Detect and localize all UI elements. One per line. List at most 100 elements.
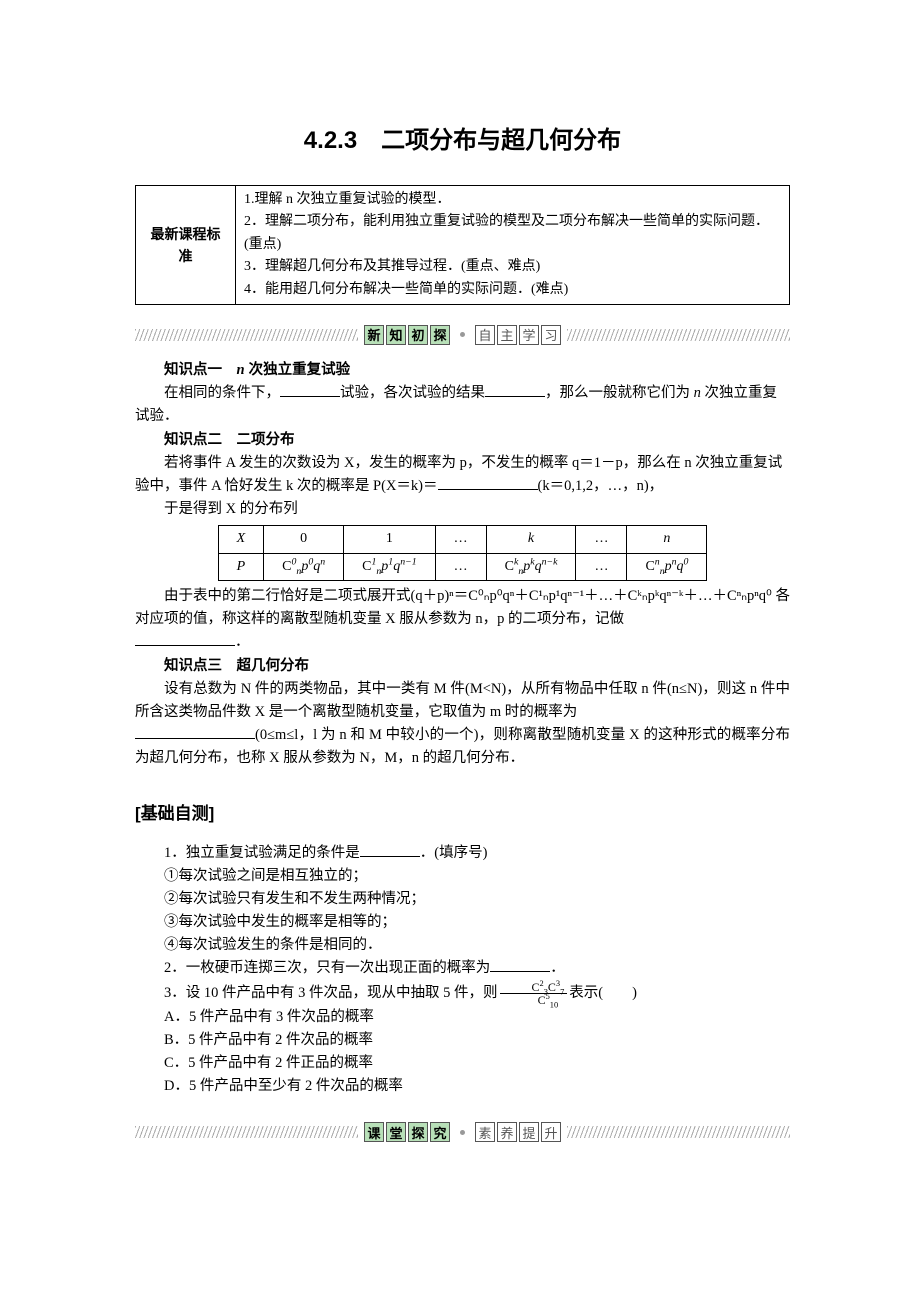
q1-text: 1．独立重复试验满足的条件是	[164, 845, 360, 861]
banner-char: 探	[408, 1122, 428, 1142]
kp1-title-n: n	[237, 362, 245, 378]
kp3-para2: (0≤m≤l，l 为 n 和 M 中较小的一个)，则称离散型随机变量 X 的这种…	[135, 724, 790, 770]
cell: 0	[264, 526, 344, 553]
banner-char: 新	[364, 325, 384, 345]
cell: P	[218, 553, 264, 580]
banner-char: 提	[519, 1122, 539, 1142]
standards-line: 1.理解 n 次独立重复试验的模型．	[244, 189, 781, 211]
kp1-para: 在相同的条件下，试验，各次试验的结果，那么一般就称它们为 n 次独立重复试验．	[135, 382, 790, 428]
fraction: C23C37C510	[500, 981, 568, 1006]
blank-field	[490, 958, 550, 973]
standards-content: 1.理解 n 次独立重复试验的模型． 2．理解二项分布，能利用独立重复试验的模型…	[236, 186, 790, 305]
hatch-decoration	[567, 329, 790, 341]
q3-opt: D．5 件产品中至少有 2 件次品的概率	[135, 1075, 790, 1098]
blank-field	[135, 725, 255, 740]
kp1-title-post: 次独立重复试验	[245, 362, 351, 378]
banner-char: 养	[497, 1122, 517, 1142]
banner-new-knowledge: 新 知 初 探 自 主 学 习	[135, 325, 790, 345]
q1-opt: ②每次试验只有发生和不发生两种情况；	[135, 888, 790, 911]
cell: …	[576, 553, 627, 580]
cell: Cnnpnq0	[627, 553, 707, 580]
banner-char: 自	[475, 325, 495, 345]
standards-label: 最新课程标准	[136, 186, 236, 305]
kp1-text: ，那么一般就称它们为	[545, 385, 694, 401]
cell: …	[435, 553, 486, 580]
cell: X	[218, 526, 264, 553]
cell: Cknpkqn−k	[486, 553, 576, 580]
q3-opt: B．5 件产品中有 2 件次品的概率	[135, 1029, 790, 1052]
blank-field	[280, 383, 340, 398]
q2-text: 2．一枚硬币连掷三次，只有一次出现正面的概率为	[164, 960, 490, 976]
banner-classroom: 课 堂 探 究 素 养 提 升	[135, 1122, 790, 1142]
kp1-text: 在相同的条件下，	[164, 385, 280, 401]
q1-opt: ①每次试验之间是相互独立的；	[135, 865, 790, 888]
cell: …	[576, 526, 627, 553]
kp2-text: 由于表中的第二行恰好是二项式展开式(q＋p)ⁿ＝C⁰ₙp⁰qⁿ＋C¹ₙp¹qⁿ⁻…	[135, 588, 790, 627]
standards-line: 3．理解超几何分布及其推导过程．(重点、难点)	[244, 256, 781, 278]
blank-field	[135, 632, 235, 647]
frac-den: C510	[506, 994, 562, 1006]
kp1-text: 试验，各次试验的结果	[340, 385, 485, 401]
selftest-title: [基础自测]	[135, 799, 790, 824]
table-row: X 0 1 … k … n	[218, 526, 707, 553]
q1-opt: ③每次试验中发生的概率是相等的；	[135, 911, 790, 934]
kp2-para1: 若将事件 A 发生的次数设为 X，发生的概率为 p，不发生的概率 q＝1－p，那…	[135, 452, 790, 498]
kp3-para: 设有总数为 N 件的两类物品，其中一类有 M 件(M<N)，从所有物品中任取 n…	[135, 678, 790, 724]
q3: 3．设 10 件产品中有 3 件次品，现从中抽取 5 件，则C23C37C510…	[135, 981, 790, 1006]
var-n: n	[694, 385, 701, 401]
hatch-decoration	[135, 1126, 358, 1138]
banner-boxes-right: 自 主 学 习	[475, 325, 561, 345]
kp2-heading: 知识点二 二项分布	[135, 429, 790, 452]
kp2-text: ．	[235, 634, 250, 650]
kp2-para3: 由于表中的第二行恰好是二项式展开式(q＋p)ⁿ＝C⁰ₙp⁰qⁿ＋C¹ₙp¹qⁿ⁻…	[135, 585, 790, 631]
banner-char: 学	[519, 325, 539, 345]
body-content: 知识点一 n 次独立重复试验 在相同的条件下， 试验，各次试验的结果 ，那么一般就称…	[135, 359, 790, 771]
q3-opt: A．5 件产品中有 3 件次品的概率	[135, 1006, 790, 1029]
banner-boxes-left: 新 知 初 探	[364, 325, 450, 345]
kp3-heading: 知识点三 超几何分布	[135, 655, 790, 678]
banner-dot	[460, 1130, 465, 1135]
standards-line: 4．能用超几何分布解决一些简单的实际问题．(难点)	[244, 279, 781, 301]
banner-char: 究	[430, 1122, 450, 1142]
kp1-title-pre: 知识点一	[164, 362, 237, 378]
blank-field	[485, 383, 545, 398]
banner-char: 初	[408, 325, 428, 345]
kp1-heading: 知识点一 n 次独立重复试验	[135, 359, 790, 382]
standards-line: 2．理解二项分布，能利用独立重复试验的模型及二项分布解决一些简单的实际问题．(重…	[244, 211, 781, 256]
banner-char: 素	[475, 1122, 495, 1142]
cell: 1	[344, 526, 435, 553]
page-title: 4.2.3 二项分布与超几何分布	[135, 120, 790, 155]
banner-char: 主	[497, 325, 517, 345]
q3-opt: C．5 件产品中有 2 件正品的概率	[135, 1052, 790, 1075]
q3-text-a: 3．设 10 件产品中有 3 件次品，现从中抽取 5 件，则	[164, 985, 498, 1001]
cell: C0np0qn	[264, 553, 344, 580]
kp3-text: 设有总数为 N 件的两类物品，其中一类有 M 件(M<N)，从所有物品中任取 n…	[135, 681, 790, 720]
table-row: P C0np0qn C1np1qn−1 … Cknpkqn−k … Cnnpnq…	[218, 553, 707, 580]
banner-char: 升	[541, 1122, 561, 1142]
blank-field	[438, 475, 538, 490]
q2-tail: ．	[550, 960, 565, 976]
distribution-table: X 0 1 … k … n P C0np0qn C1np1qn−1 … Cknp…	[218, 525, 708, 581]
banner-char: 探	[430, 325, 450, 345]
table-row: 最新课程标准 1.理解 n 次独立重复试验的模型． 2．理解二项分布，能利用独立…	[136, 186, 790, 305]
banner-char: 知	[386, 325, 406, 345]
q1-tail: ．(填序号)	[420, 845, 488, 861]
banner-char: 课	[364, 1122, 384, 1142]
banner-char: 习	[541, 325, 561, 345]
q2: 2．一枚硬币连掷三次，只有一次出现正面的概率为 ．	[135, 957, 790, 980]
banner-dot	[460, 332, 465, 337]
banner-boxes-left: 课 堂 探 究	[364, 1122, 450, 1142]
kp2-text: (k＝0,1,2，…，n)，	[538, 478, 664, 494]
kp2-blank-line: ．	[135, 631, 790, 654]
q1: 1．独立重复试验满足的条件是 ．(填序号)	[135, 842, 790, 865]
cell: k	[486, 526, 576, 553]
blank-field	[360, 842, 420, 857]
standards-table: 最新课程标准 1.理解 n 次独立重复试验的模型． 2．理解二项分布，能利用独立…	[135, 185, 790, 305]
hatch-decoration	[135, 329, 358, 341]
hatch-decoration	[567, 1126, 790, 1138]
cell: n	[627, 526, 707, 553]
selftest-content: 1．独立重复试验满足的条件是 ．(填序号) ①每次试验之间是相互独立的； ②每次试…	[135, 842, 790, 1099]
kp2-para2: 于是得到 X 的分布列	[135, 498, 790, 521]
banner-boxes-right: 素 养 提 升	[475, 1122, 561, 1142]
cell: …	[435, 526, 486, 553]
